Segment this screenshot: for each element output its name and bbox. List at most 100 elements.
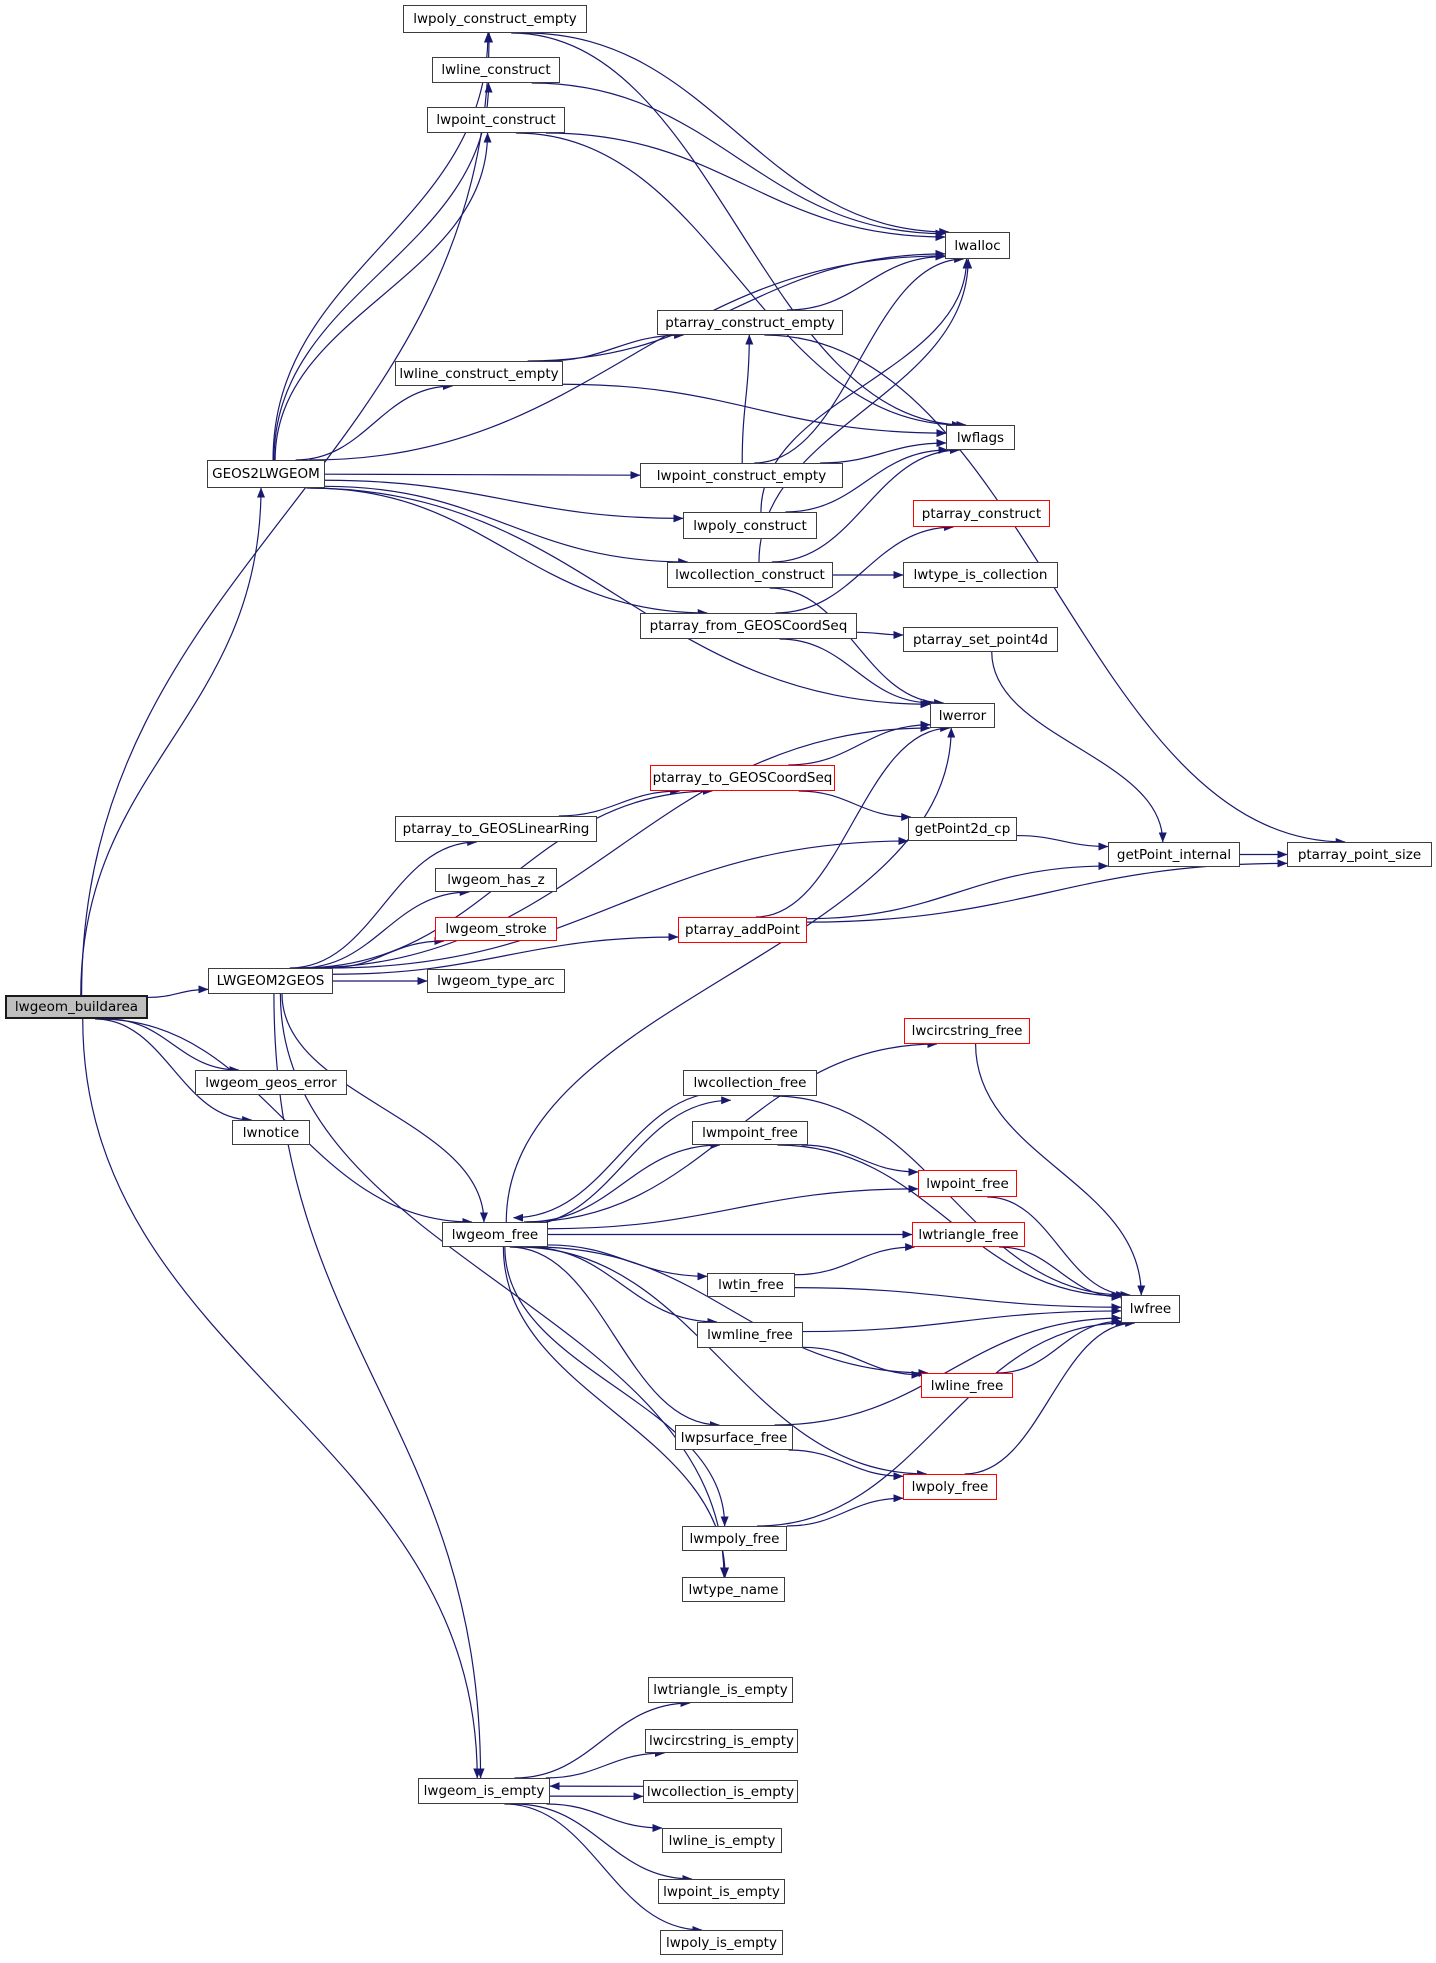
graph-node-lwpoly_construct[interactable]: lwpoly_construct (683, 512, 817, 539)
graph-node-GEOS2LWGEOM[interactable]: GEOS2LWGEOM (207, 460, 325, 488)
graph-node-lwcollection_free[interactable]: lwcollection_free (683, 1070, 817, 1096)
graph-node-label: lwalloc (954, 237, 1001, 254)
edge-GEOS2LWGEOM-to-lwline_construct_empty (295, 382, 454, 461)
graph-node-lwline_is_empty[interactable]: lwline_is_empty (662, 1828, 782, 1853)
graph-node-label: lwgeom_has_z (447, 872, 545, 888)
graph-node-LWGEOM2GEOS[interactable]: LWGEOM2GEOS (208, 968, 333, 994)
edge-lwcollection_construct-to-lwerror (769, 587, 945, 707)
graph-node-lwline_construct_empty[interactable]: lwline_construct_empty (395, 361, 563, 386)
edge-lwpoint_construct-to-lwalloc (545, 132, 946, 242)
graph-node-getPoint2d_cp[interactable]: getPoint2d_cp (908, 817, 1017, 841)
graph-node-label: lwpoint_construct_empty (656, 467, 827, 484)
edge-lwmpoly_free-to-lwfree (757, 1319, 1126, 1527)
graph-node-label: lwpoint_is_empty (663, 1883, 780, 1900)
edge-lwgeom_free-to-lwcollection_free (518, 1096, 732, 1227)
graph-node-label: lwline_construct_empty (399, 365, 559, 382)
edge-GEOS2LWGEOM-to-lwpoint_construct_empty (324, 471, 641, 480)
graph-node-lwtype_is_collection[interactable]: lwtype_is_collection (903, 562, 1058, 588)
edge-lwgeom_free-to-lwerror (505, 727, 956, 1223)
graph-node-ptarray_construct[interactable]: ptarray_construct (913, 500, 1050, 527)
graph-node-lwpoint_free[interactable]: lwpoint_free (918, 1170, 1017, 1197)
edge-lwtin_free-to-lwtriangle_free (794, 1243, 916, 1276)
graph-node-lwpoly_free[interactable]: lwpoly_free (903, 1474, 997, 1500)
graph-node-lwfree[interactable]: lwfree (1121, 1295, 1180, 1323)
edge-ptarray_addPoint-to-getPoint_internal (806, 862, 1109, 920)
edge-ptarray_to_GEOSCoordSeq-to-lwerror (788, 720, 931, 766)
edge-GEOS2LWGEOM-to-lwcollection_construct (324, 485, 689, 566)
graph-node-ptarray_addPoint[interactable]: ptarray_addPoint (678, 917, 807, 943)
graph-node-lwgeom_stroke[interactable]: lwgeom_stroke (435, 917, 557, 941)
graph-node-lwmpoint_free[interactable]: lwmpoint_free (692, 1121, 808, 1145)
graph-node-lwtriangle_is_empty[interactable]: lwtriangle_is_empty (648, 1677, 793, 1703)
graph-node-label: lwfree (1129, 1301, 1172, 1317)
edge-lwpoly_construct_empty-to-lwalloc (524, 32, 950, 236)
edge-lwline_construct_empty-to-lwflags (562, 383, 947, 438)
edge-lwgeom_buildarea-to-GEOS2LWGEOM (80, 487, 266, 996)
edge-lwcircstring_free-to-lwfree (974, 1043, 1146, 1296)
graph-node-lwmpoly_free[interactable]: lwmpoly_free (682, 1526, 787, 1551)
graph-node-ptarray_construct_empty[interactable]: ptarray_construct_empty (657, 310, 843, 335)
graph-node-lwerror[interactable]: lwerror (930, 703, 995, 728)
graph-node-lwpoly_construct_empty[interactable]: lwpoly_construct_empty (403, 5, 587, 33)
graph-node-lwtin_free[interactable]: lwtin_free (707, 1273, 795, 1297)
graph-node-ptarray_to_GEOSCoordSeq[interactable]: ptarray_to_GEOSCoordSeq (650, 765, 835, 791)
graph-node-lwtype_name[interactable]: lwtype_name (682, 1577, 785, 1602)
edge-lwpoly_free-to-lwfree (964, 1319, 1136, 1475)
edge-lwgeom_buildarea-to-LWGEOM2GEOS (147, 985, 209, 999)
graph-node-ptarray_set_point4d[interactable]: ptarray_set_point4d (903, 627, 1058, 652)
graph-node-lwpoly_is_empty[interactable]: lwpoly_is_empty (660, 1930, 783, 1955)
graph-node-lwgeom_geos_error[interactable]: lwgeom_geos_error (195, 1070, 347, 1095)
graph-node-lwline_free[interactable]: lwline_free (921, 1373, 1013, 1398)
graph-node-lwpoint_construct[interactable]: lwpoint_construct (427, 107, 565, 133)
graph-node-label: lwnotice (242, 1124, 300, 1141)
graph-node-label: lwpoint_free (926, 1175, 1009, 1192)
edge-lwline_free-to-lwfree (996, 1317, 1122, 1374)
graph-node-lwgeom_is_empty[interactable]: lwgeom_is_empty (418, 1778, 550, 1804)
graph-node-label: lwgeom_is_empty (423, 1783, 545, 1799)
edge-lwpoint_construct-to-lwflags (515, 132, 962, 429)
graph-node-label: GEOS2LWGEOM (212, 466, 320, 482)
graph-node-label: getPoint2d_cp (914, 821, 1011, 837)
graph-node-ptarray_from_GEOSCoordSeq[interactable]: ptarray_from_GEOSCoordSeq (640, 613, 857, 639)
graph-node-label: ptarray_to_GEOSLinearRing (402, 821, 590, 837)
edge-lwgeom_free-to-lwtype_name (502, 1246, 730, 1578)
graph-node-label: lwgeom_stroke (445, 921, 547, 937)
graph-node-lwpsurface_free[interactable]: lwpsurface_free (675, 1425, 793, 1450)
graph-node-label: ptarray_addPoint (685, 922, 800, 938)
graph-node-lwgeom_type_arc[interactable]: lwgeom_type_arc (427, 969, 565, 993)
graph-node-label: lwline_construct (441, 62, 551, 78)
graph-node-lwcollection_construct[interactable]: lwcollection_construct (667, 562, 833, 588)
edge-lwcollection_free-to-lwgeom_free (512, 1091, 726, 1222)
graph-node-lwtriangle_free[interactable]: lwtriangle_free (912, 1222, 1025, 1247)
graph-node-lwpoint_construct_empty[interactable]: lwpoint_construct_empty (640, 463, 843, 488)
graph-node-ptarray_point_size[interactable]: ptarray_point_size (1287, 842, 1432, 867)
graph-node-lwgeom_buildarea: lwgeom_buildarea (5, 995, 148, 1019)
graph-node-getPoint_internal[interactable]: getPoint_internal (1108, 842, 1240, 867)
graph-node-lwnotice[interactable]: lwnotice (232, 1120, 310, 1145)
edge-lwgeom_buildarea-to-lwnotice (95, 1018, 253, 1124)
edge-ptarray_to_GEOSLinearRing-to-ptarray_to_GEOSCoordSeq (558, 787, 681, 817)
edge-lwline_construct-to-lwalloc (531, 82, 946, 238)
graph-node-lwline_construct[interactable]: lwline_construct (432, 57, 560, 83)
edge-GEOS2LWGEOM-to-lwpoly_construct_empty (272, 32, 492, 461)
graph-node-lwcircstring_is_empty[interactable]: lwcircstring_is_empty (645, 1729, 798, 1753)
graph-node-lwgeom_free[interactable]: lwgeom_free (442, 1222, 548, 1247)
edge-lwpoly_construct_empty-to-lwflags (511, 32, 967, 429)
graph-node-lwgeom_has_z[interactable]: lwgeom_has_z (435, 868, 557, 892)
graph-node-lwflags[interactable]: lwflags (946, 425, 1015, 450)
graph-node-label: lwmpoly_free (689, 1530, 780, 1547)
graph-node-lwpoint_is_empty[interactable]: lwpoint_is_empty (658, 1879, 785, 1904)
graph-node-lwmline_free[interactable]: lwmline_free (697, 1322, 803, 1348)
graph-node-label: ptarray_construct (921, 505, 1042, 522)
graph-node-lwcollection_is_empty[interactable]: lwcollection_is_empty (643, 1780, 798, 1803)
graph-node-label: lwtriangle_free (918, 1226, 1019, 1243)
graph-node-lwalloc[interactable]: lwalloc (945, 232, 1010, 259)
graph-node-label: lwflags (956, 429, 1005, 446)
graph-node-label: lwpoly_construct (693, 517, 807, 534)
graph-node-lwcircstring_free[interactable]: lwcircstring_free (904, 1018, 1030, 1044)
graph-node-label: lwerror (938, 707, 987, 724)
graph-node-ptarray_to_GEOSLinearRing[interactable]: ptarray_to_GEOSLinearRing (395, 816, 597, 842)
edge-lwgeom_is_empty-to-lwtriangle_is_empty (514, 1699, 691, 1779)
graph-node-label: lwtype_is_collection (913, 567, 1048, 583)
